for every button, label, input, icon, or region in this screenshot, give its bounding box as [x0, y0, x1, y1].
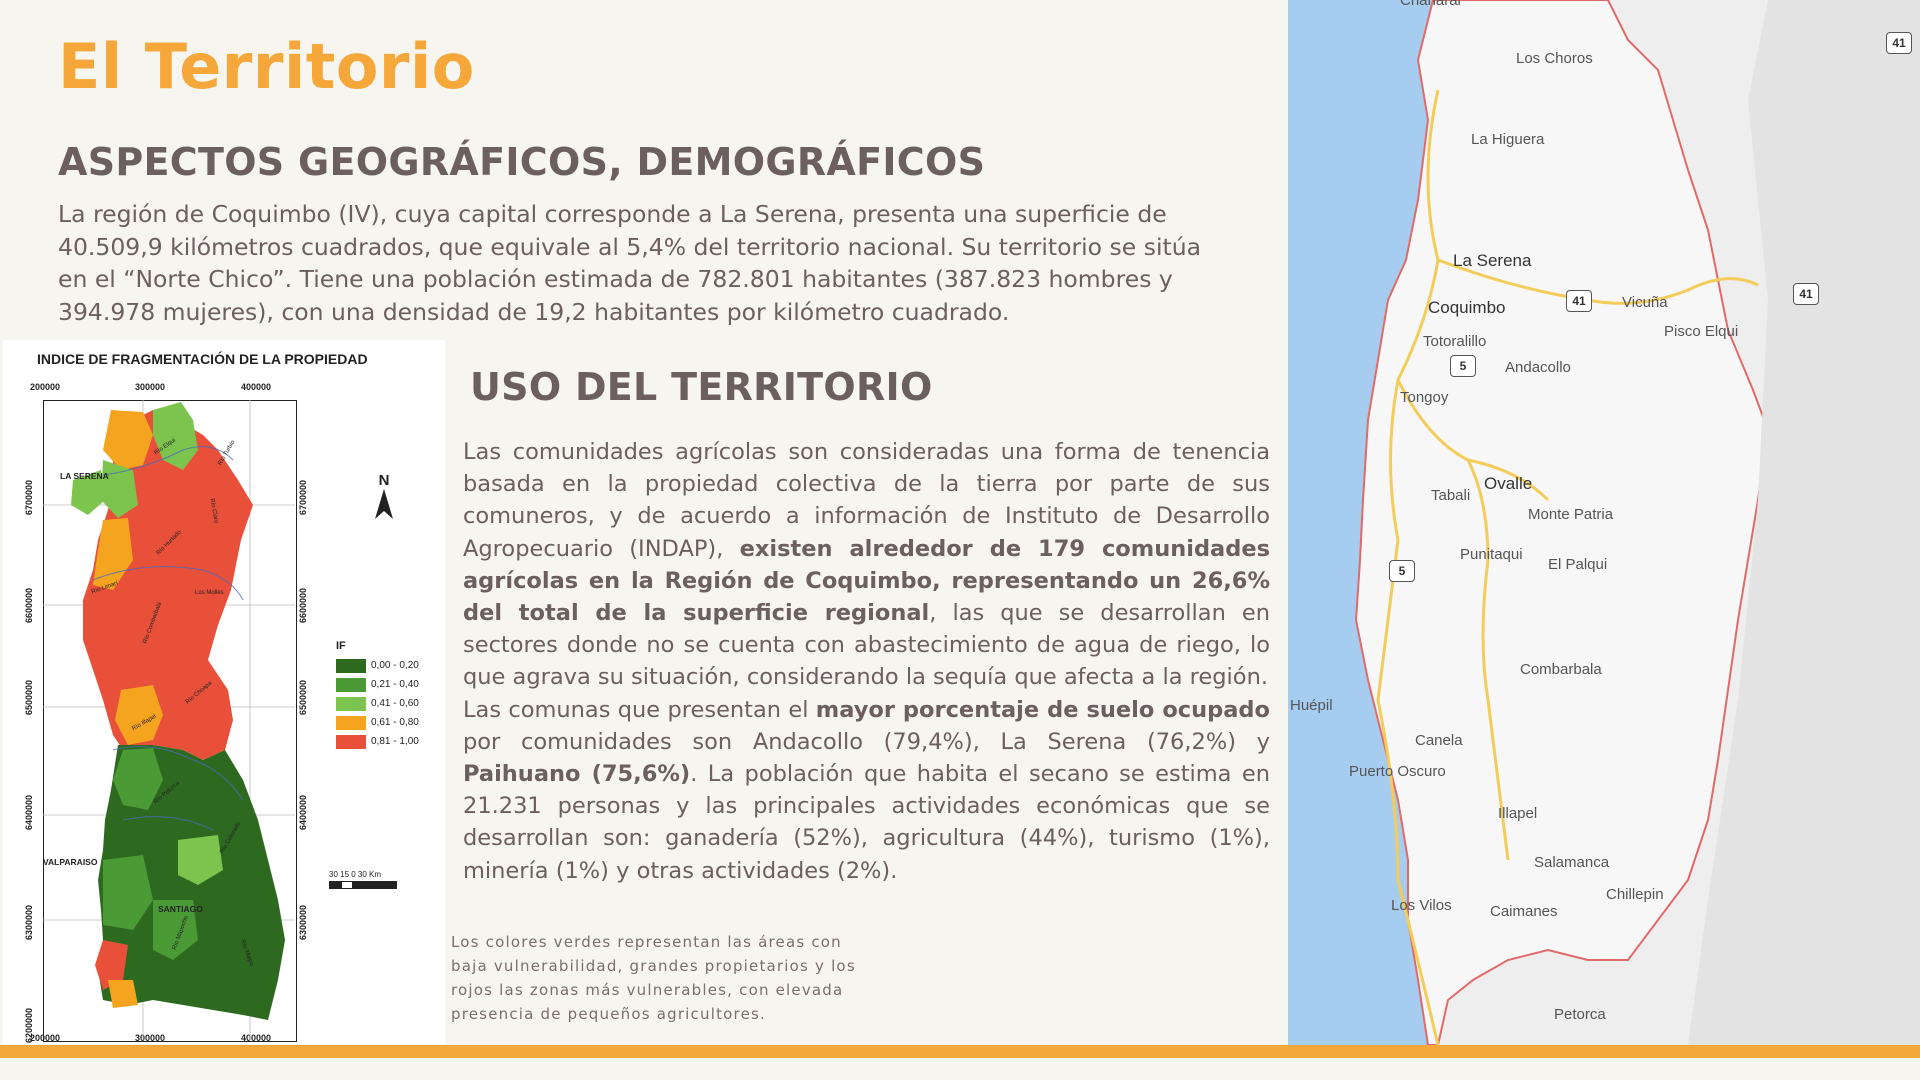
x-tick: 200000 — [30, 1033, 61, 1043]
map-place: Los Choros — [1516, 50, 1593, 67]
map-caption: Los colores verdes representan las áreas… — [451, 933, 856, 1023]
land-use-text: Las comunidades agrícolas son considerad… — [463, 436, 1270, 887]
intro-paragraph: La región de Coquimbo (IV), cuya capital… — [58, 200, 1201, 326]
map-place: Caimanes — [1490, 903, 1558, 920]
map-place: Salamanca — [1534, 854, 1610, 871]
map-place: La Higuera — [1471, 131, 1545, 148]
x-tick: 300000 — [135, 382, 166, 392]
route-shield-icon: 41 — [1566, 290, 1592, 312]
map-place: Los Vilos — [1391, 897, 1452, 914]
legend-title: IF — [336, 640, 346, 652]
map-place: Huépil — [1290, 697, 1333, 714]
fragmentation-map-title: INDICE DE FRAGMENTACIÓN DE LA PROPIEDAD — [37, 351, 368, 367]
land-use-paragraph-2: Las comunas que presentan el mayor porce… — [463, 696, 1271, 884]
route-shield-icon: 5 — [1450, 355, 1476, 377]
route-shield-icon: 41 — [1793, 283, 1819, 305]
scale-bar: 30 15 0 30 Km — [329, 870, 397, 889]
river-label: Los Molles — [195, 590, 224, 596]
route-shield-icon: 5 — [1389, 560, 1415, 582]
x-tick: 400000 — [241, 1033, 272, 1043]
map-place: Puerto Oscuro — [1349, 763, 1446, 780]
road-map: Chañaral Los Choros La Higuera La Serena… — [1288, 0, 1920, 1045]
map-place: VALPARAISO — [43, 857, 98, 867]
legend-item: 0,81 - 1,00 — [336, 732, 419, 751]
map-place: Chillepin — [1606, 886, 1664, 903]
north-arrow-icon: N — [369, 472, 399, 526]
map-place: Petorca — [1554, 1006, 1606, 1023]
map-place: Combarbala — [1520, 661, 1602, 678]
map-place: El Palqui — [1548, 556, 1608, 573]
map-place: SANTIAGO — [158, 904, 203, 914]
footer-accent-bar — [0, 1045, 1920, 1058]
map-place: Monte Patria — [1528, 506, 1614, 523]
fragmentation-map: INDICE DE FRAGMENTACIÓN DE LA PROPIEDAD … — [3, 340, 445, 1045]
legend-item: 0,41 - 0,60 — [336, 694, 419, 713]
map-place: Coquimbo — [1428, 298, 1506, 317]
legend-item: 0,21 - 0,40 — [336, 675, 419, 694]
road-map-shapes — [1288, 0, 1920, 1045]
map-place: La Serena — [1453, 251, 1532, 270]
legend-item: 0,00 - 0,20 — [336, 656, 419, 675]
map-place: Tabali — [1431, 487, 1471, 504]
map-place: Chañaral — [1400, 0, 1461, 9]
map-legend: IF 0,00 - 0,20 0,21 - 0,40 0,41 - 0,60 0… — [336, 640, 419, 751]
page-title: El Territorio — [58, 30, 475, 103]
map-place: Andacollo — [1505, 359, 1571, 376]
map-place: Illapel — [1498, 805, 1538, 822]
map-place: Ovalle — [1484, 474, 1533, 493]
map-place: Canela — [1415, 732, 1463, 749]
map-place: Totoralillo — [1423, 333, 1487, 350]
x-tick: 400000 — [241, 382, 272, 392]
x-tick: 300000 — [135, 1033, 166, 1043]
land-use-paragraph-1: Las comunidades agrícolas son considerad… — [463, 439, 1271, 691]
map-place: Tongoy — [1400, 389, 1449, 406]
map-place: Vicuña — [1622, 294, 1668, 311]
map-place: Pisco Elqui — [1664, 323, 1739, 340]
route-shield-icon: 41 — [1886, 32, 1912, 54]
map-frame — [43, 400, 297, 1042]
section-heading-geography: ASPECTOS GEOGRÁFICOS, DEMOGRÁFICOS — [58, 140, 986, 184]
x-tick: 200000 — [30, 382, 61, 392]
region-shapes — [43, 400, 295, 1040]
map-place: LA SERENA — [60, 471, 109, 481]
map-place: Punitaqui — [1460, 546, 1523, 563]
section-heading-land-use: USO DEL TERRITORIO — [470, 365, 933, 409]
legend-item: 0,61 - 0,80 — [336, 713, 419, 732]
